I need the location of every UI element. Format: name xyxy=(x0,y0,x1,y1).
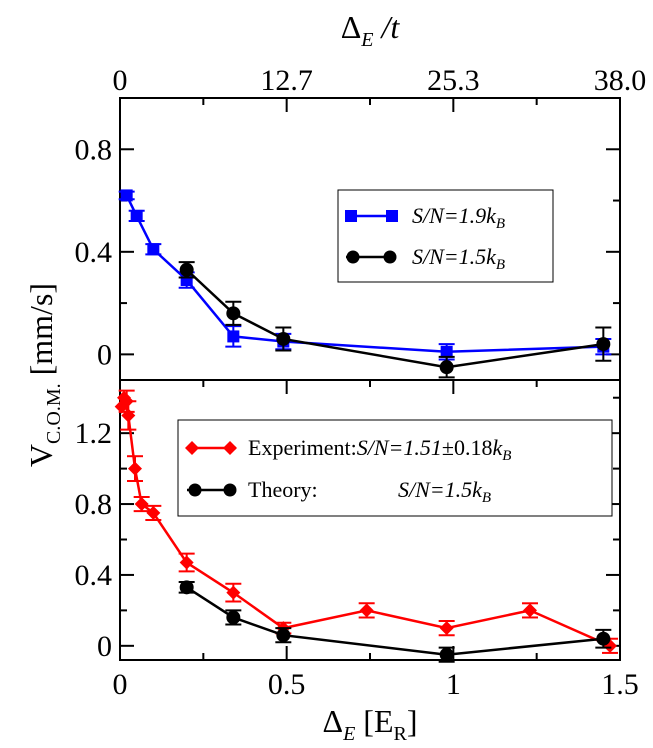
legend-marker-diamond xyxy=(223,441,237,455)
x-axis-title: ΔE [ER] xyxy=(323,703,418,745)
bottom-y-tick-label: 1.2 xyxy=(75,417,113,450)
top-series-1-line xyxy=(185,268,604,369)
top-series-0-point xyxy=(440,345,453,358)
bottom-series-0-point xyxy=(179,555,194,570)
top-series-1-point xyxy=(596,337,611,352)
bottom-x-tick-label: 1.5 xyxy=(601,668,639,701)
legend-label-experiment: Experiment: xyxy=(248,435,357,460)
bottom-series-0-point xyxy=(146,505,161,520)
top-y-tick-label: 0 xyxy=(97,338,112,371)
top-legend: S/N=1.9kB S/N=1.5kB xyxy=(337,189,554,283)
top-series-1-point xyxy=(179,262,194,277)
bottom-series-0-point xyxy=(134,497,149,512)
top-y-tick-label: 0.4 xyxy=(75,236,113,269)
top-series-0-point xyxy=(120,189,133,202)
top-series-1-point xyxy=(276,331,291,346)
top-series-0-point xyxy=(147,243,160,256)
legend-marker-square xyxy=(386,210,398,222)
bottom-legend: Experiment:S/N=1.51±0.18kB Theory: S/N=1… xyxy=(177,419,613,517)
top-legend-entry-black: S/N=1.5kB xyxy=(346,244,505,273)
bottom-x-tick-label: 1 xyxy=(446,668,461,701)
top-legend-entry-blue: S/N=1.9kB xyxy=(345,203,505,232)
bottom-x-tick-label: 0 xyxy=(113,668,128,701)
top-x-tick-label: 12.7 xyxy=(260,64,313,97)
legend-label-top-blue: S/N=1.9k xyxy=(412,203,497,228)
bottom-legend-box xyxy=(177,419,613,517)
bottom-series-1-point xyxy=(226,610,241,625)
legend-marker-circle xyxy=(383,250,397,264)
bottom-series-0-point xyxy=(121,408,136,423)
bottom-y-tick-label: 0 xyxy=(97,630,112,663)
svg-text:Experiment:S/N=1.51±0.18kB: Experiment:S/N=1.51±0.18kB xyxy=(248,435,511,464)
top-y-tick-label: 0.8 xyxy=(75,133,113,166)
bottom-x-tick-label: 0.5 xyxy=(268,668,306,701)
svg-text:S/N=1.5kB: S/N=1.5kB xyxy=(412,244,505,273)
bottom-y-tick-label: 0.4 xyxy=(75,559,113,592)
bottom-series-1-line xyxy=(185,586,604,656)
top-series-0-point xyxy=(130,209,143,222)
bottom-series-0-point xyxy=(439,621,454,636)
top-x-tick-label: 38.0 xyxy=(594,64,647,97)
legend-marker-circle xyxy=(223,483,237,497)
bottom-series-0-point xyxy=(359,603,374,618)
bottom-legend-entry-experiment: Experiment:S/N=1.51±0.18kB xyxy=(185,435,511,464)
legend-marker-circle xyxy=(188,483,202,497)
legend-label-top-black: S/N=1.5k xyxy=(412,244,497,269)
bottom-series-1-point xyxy=(276,628,291,643)
top-legend-box xyxy=(337,189,554,283)
legend-marker-circle xyxy=(346,250,360,264)
top-x-tick-label: 0 xyxy=(113,64,128,97)
bottom-series-0-point xyxy=(128,461,142,476)
y-axis-title: VC.O.M. [mm/s] xyxy=(23,283,65,467)
top-axis-title: ΔE /t xyxy=(341,9,401,51)
legend-label-theory: Theory: xyxy=(248,477,318,502)
top-series-1-point xyxy=(226,306,241,321)
top-series-0-point xyxy=(227,330,240,343)
top-x-tick-label: 25.3 xyxy=(427,64,480,97)
bottom-series-1-point xyxy=(439,647,454,662)
bottom-y-tick-label: 0.8 xyxy=(75,488,113,521)
bottom-series-1-point xyxy=(596,631,611,646)
bottom-legend-entry-theory: Theory: S/N=1.5kB xyxy=(187,477,491,506)
bottom-series-0-point xyxy=(114,399,129,414)
bottom-series-0-point xyxy=(226,585,241,600)
svg-text:S/N=1.9kB: S/N=1.9kB xyxy=(412,203,505,232)
top-series-1-point xyxy=(439,360,454,375)
bottom-series-0-point xyxy=(523,603,537,618)
svg-text:S/N=1.5kB: S/N=1.5kB xyxy=(398,477,491,506)
legend-marker-diamond xyxy=(185,441,199,455)
bottom-series-1-point xyxy=(179,580,194,595)
legend-marker-square xyxy=(345,210,357,222)
svg-text:Theory:: Theory: xyxy=(248,477,318,502)
